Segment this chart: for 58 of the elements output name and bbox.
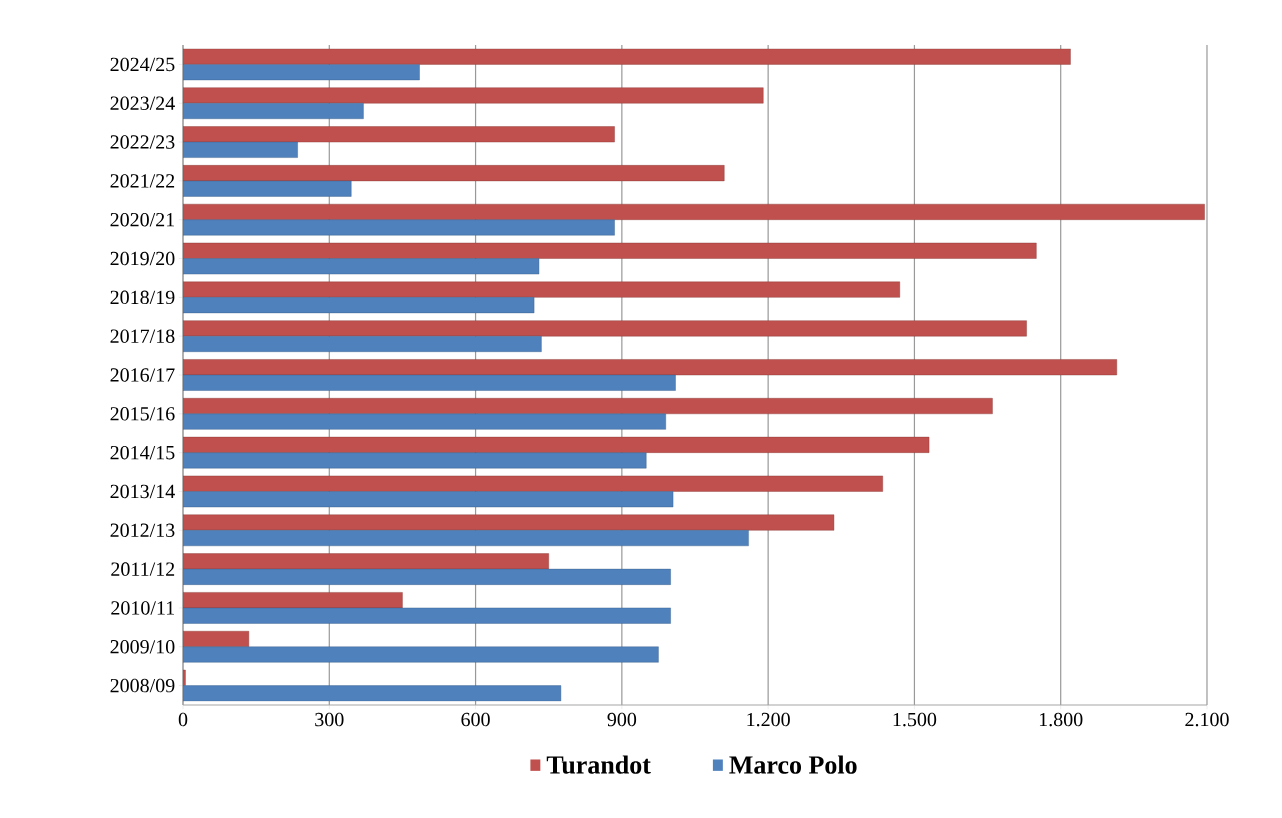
x-tick-label: 900 (607, 712, 637, 727)
bar (183, 452, 647, 469)
bar (183, 475, 883, 492)
bar (183, 592, 403, 609)
bar (183, 374, 676, 391)
x-tick-label: 0 (178, 712, 188, 727)
bar (183, 87, 764, 104)
bar (183, 359, 1117, 376)
bar (183, 631, 250, 647)
y-tick-label: 2013/14 (110, 484, 175, 499)
bar (183, 553, 549, 570)
bar (183, 165, 725, 182)
bar (183, 685, 562, 702)
bar (183, 398, 993, 415)
bar (183, 436, 930, 453)
bar (183, 335, 542, 352)
bar (183, 126, 615, 143)
bar (183, 413, 666, 430)
bar (183, 258, 540, 275)
legend-label: Turandot (546, 755, 651, 774)
bar (183, 646, 659, 663)
bar (183, 180, 352, 197)
bar (183, 491, 674, 508)
x-tick-label: 1.800 (1039, 712, 1083, 727)
bar (183, 281, 900, 298)
y-tick-label: 2012/13 (110, 523, 175, 538)
x-tick-label: 600 (461, 712, 490, 727)
y-tick-label: 2023/24 (110, 96, 175, 110)
legend-label: Marco Polo (729, 755, 857, 774)
bar (183, 203, 1205, 220)
bar (183, 297, 535, 314)
y-tick-label: 2016/17 (110, 368, 175, 382)
x-tick-label: 1.200 (747, 712, 790, 727)
y-tick-label: 2024/25 (110, 57, 175, 72)
bar (183, 64, 420, 81)
bar (183, 568, 671, 585)
y-tick-label: 2009/10 (110, 640, 175, 654)
x-tick-label: 2.100 (1185, 712, 1229, 727)
y-tick-label: 2022/23 (110, 135, 175, 149)
y-tick-label: 2017/18 (110, 329, 175, 343)
y-tick-label: 2008/09 (110, 678, 175, 693)
y-tick-label: 2010/11 (111, 601, 175, 615)
y-tick-label: 2020/21 (110, 212, 175, 227)
bar (183, 514, 835, 531)
y-tick-label: 2011/12 (111, 562, 175, 576)
bar (183, 242, 1037, 259)
y-tick-label: 2019/20 (110, 251, 175, 266)
y-tick-label: 2021/22 (110, 174, 175, 188)
bar (183, 320, 1027, 337)
y-tick-label: 2015/16 (110, 407, 175, 421)
y-tick-label: 2018/19 (110, 290, 175, 305)
y-tick-label: 2014/15 (110, 445, 175, 460)
bar (183, 607, 671, 624)
x-tick-label: 1.500 (893, 712, 937, 727)
x-tick-label: 300 (315, 712, 344, 727)
bar (183, 48, 1071, 65)
bar (183, 219, 615, 236)
bar (183, 530, 749, 547)
